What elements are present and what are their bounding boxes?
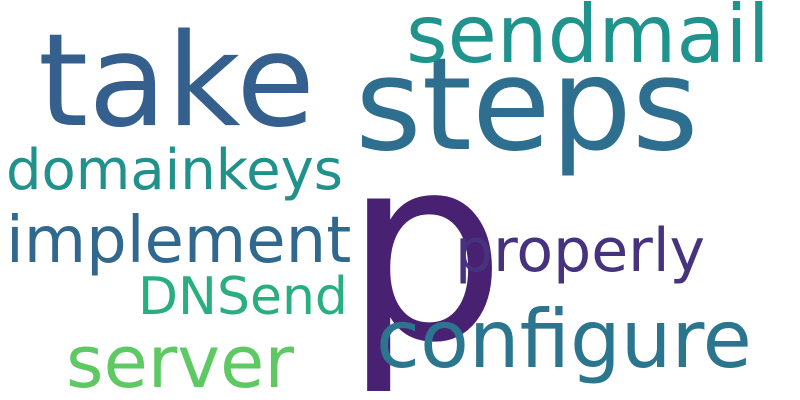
- word-server: server: [66, 320, 294, 400]
- word-sendmail: sendmail: [406, 0, 770, 81]
- word-p: p: [344, 102, 506, 399]
- word-configure: configure: [376, 293, 752, 386]
- word-domainkeys: domainkeys: [6, 138, 343, 203]
- word-steps: steps: [355, 31, 699, 180]
- word-dnsend: DNSend: [138, 267, 348, 327]
- word-properly: properly: [455, 216, 705, 286]
- word-implement: implement: [6, 204, 352, 278]
- word-take: take: [38, 7, 315, 156]
